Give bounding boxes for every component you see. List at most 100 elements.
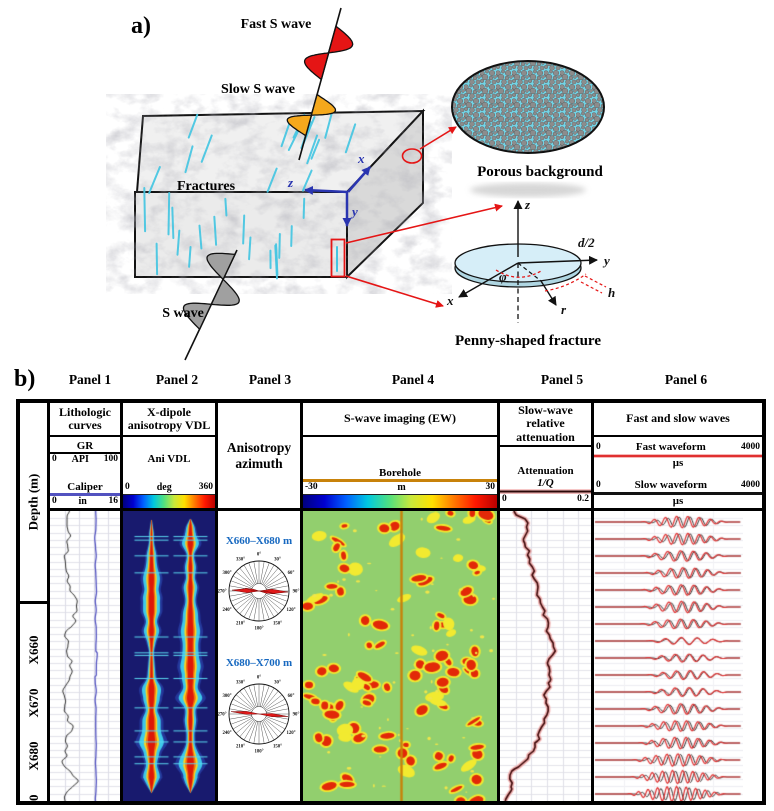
rose-degree-label: 90°	[293, 713, 300, 718]
part-b-label: b)	[14, 366, 36, 392]
rose-degree-label: 120°	[286, 608, 295, 613]
panel-3-title: Anisotropy azimuth	[226, 440, 292, 471]
panel-2-title: X-dipole anisotropy VDL	[123, 403, 215, 437]
penny-phi-label: φ	[499, 269, 507, 284]
panel-6-column: Fast and slow waves 0 Fast waveform 4000…	[594, 403, 762, 801]
attenuation-min: 0	[502, 494, 507, 505]
attenuation-sublabel: 1/Q	[537, 477, 554, 490]
rose-degree-label: 120°	[286, 731, 295, 736]
front-face-fracture-lines	[143, 186, 338, 280]
panel-4-title: S-wave imaging (EW)	[303, 403, 497, 437]
ani-vdl-colorbar	[123, 494, 215, 508]
rose-degree-label: 60°	[288, 694, 295, 699]
rose-degree-label: 150°	[273, 622, 282, 627]
block-y-axis-label: y	[350, 204, 358, 219]
fast-unit: μs	[672, 457, 684, 470]
imaging-unit: m	[397, 481, 406, 493]
fast-waveform-line	[594, 454, 762, 458]
imaging-colorbar	[303, 494, 497, 508]
fast-s-wave-glyph	[303, 25, 354, 81]
rose-diagram-lower: 0° 30° 60° 90° 120° 150° 180° 210° 240° 270° 300° 3…	[218, 676, 300, 755]
gr-min: 0	[52, 453, 57, 464]
caliper-curve-label: Caliper	[67, 480, 103, 493]
panel-4-header: S-wave imaging (EW) Borehole -30 m 30	[303, 403, 497, 511]
rose-degree-label: 0°	[257, 553, 261, 558]
slow-s-wave-glyph	[286, 93, 337, 137]
fractured-rock-block: Fractures	[134, 108, 426, 280]
rose-degree-label: 60°	[288, 571, 295, 576]
panel-5-title: Slow-wave relative attenuation	[500, 403, 591, 448]
s-wave-glyph	[182, 252, 240, 331]
panel-6-title: Fast and slow waves	[594, 403, 762, 437]
penny-x-axis-label: x	[446, 293, 454, 308]
rose-degree-label: 270°	[218, 590, 227, 595]
fast-max: 4000	[740, 441, 760, 452]
depth-tick: X690	[26, 795, 42, 801]
gr-scale-line	[50, 452, 120, 454]
callout-annotations	[330, 126, 503, 308]
panel-2-track	[123, 511, 215, 801]
slow-unit: μs	[672, 494, 684, 507]
depth-track: X660X670X680X690X700	[20, 603, 47, 801]
panel-3-track: X660–X680 m 0° 30° 60° 90° 120° 150° 180° 210° 2…	[218, 511, 300, 801]
penny-fracture-inset: z y x r φ d/2 h Penny-shaped fracture	[446, 197, 615, 349]
panel-3-header: Anisotropy azimuth	[218, 403, 300, 511]
panel-1-label: Panel 1	[68, 372, 112, 387]
depth-axis-label: Depth (m)	[25, 473, 41, 531]
rose-1-title: X660–X680 m	[225, 535, 293, 547]
panel-1-track	[50, 511, 120, 801]
panel-2-column: X-dipole anisotropy VDL Ani VDL 0 deg 36…	[123, 403, 218, 801]
penny-r-axis-label: r	[561, 302, 567, 317]
rose-degree-label: 0°	[257, 676, 261, 681]
panel-6-header: Fast and slow waves 0 Fast waveform 4000…	[594, 403, 762, 511]
depth-tick: X670	[25, 688, 41, 718]
rose-degree-label: 240°	[222, 731, 231, 736]
slow-min: 0	[596, 479, 601, 490]
panel-1-header: Lithologic curves GR 0 API 100 Caliper 0…	[50, 403, 120, 511]
slow-waveform-label: Slow waveform	[634, 478, 708, 491]
slow-s-wave-label: Slow S wave	[221, 82, 295, 97]
depth-tick: X680	[25, 741, 41, 771]
penny-thickness-label: h	[608, 285, 615, 300]
rose-degree-label: 90°	[293, 590, 300, 595]
rose-degree-label: 300°	[222, 571, 231, 576]
rose-2-title: X680–X700 m	[225, 657, 293, 669]
depth-column: Depth (m) X660X670X680X690X700	[20, 403, 50, 801]
panel-2-header: X-dipole anisotropy VDL Ani VDL 0 deg 36…	[123, 403, 215, 511]
rose-degree-label: 210°	[236, 622, 245, 627]
top-face-fracture-lines	[148, 108, 357, 194]
porous-background-inset: Porous background	[451, 60, 605, 197]
s-wave-label: S wave	[162, 306, 204, 321]
rose-degree-label: 210°	[236, 745, 245, 750]
gr-max: 100	[103, 453, 118, 464]
attenuation-label: Attenuation	[517, 464, 574, 477]
rose-degree-label: 30°	[274, 558, 281, 563]
panel-3-column: Anisotropy azimuth X660–X680 m 0° 30° 60° 9…	[218, 403, 303, 801]
panel-6-track	[594, 511, 762, 801]
well-log-table: Depth (m) X660X670X680X690X700 Lithologi…	[16, 399, 766, 805]
ani-vdl-max: 360	[198, 481, 213, 492]
slow-waveform-line	[594, 492, 762, 495]
panel-4-column: S-wave imaging (EW) Borehole -30 m 30	[303, 403, 500, 801]
attenuation-max: 0.2	[577, 494, 589, 505]
rose-degree-label: 300°	[222, 694, 231, 699]
ani-vdl-min: 0	[125, 481, 130, 492]
depth-header: Depth (m)	[20, 403, 47, 604]
panel-labels-row: Panel 1 Panel 2 Panel 3 Panel 4 Panel 5 …	[0, 372, 774, 396]
fast-min: 0	[596, 441, 601, 452]
part-a-label: a)	[131, 13, 151, 39]
panel-3-label: Panel 3	[248, 372, 292, 387]
block-x-axis-label: x	[357, 151, 365, 166]
ani-vdl-unit: deg	[156, 481, 172, 493]
caliper-scale-line	[50, 493, 120, 496]
rose-degree-label: 150°	[273, 745, 282, 750]
gr-curve-label: GR	[76, 440, 94, 452]
imaging-min: -30	[305, 481, 318, 492]
attenuation-scale-line	[500, 489, 591, 495]
slow-max: 4000	[741, 479, 760, 490]
borehole-label: Borehole	[379, 466, 421, 479]
panel-4-track	[303, 511, 497, 801]
fast-s-wave-label: Fast S wave	[241, 17, 312, 32]
caliper-max: 16	[108, 495, 119, 506]
porous-background-label: Porous background	[477, 164, 603, 180]
